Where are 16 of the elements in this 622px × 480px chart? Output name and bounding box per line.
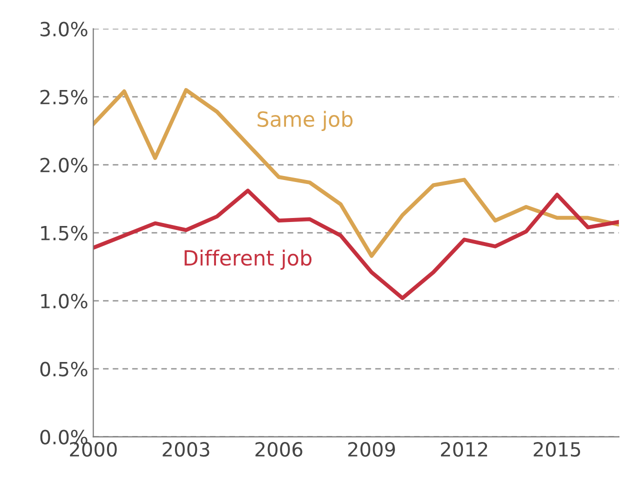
series-label: Different job bbox=[184, 250, 312, 270]
y-tick-label: 1.5% bbox=[41, 226, 88, 240]
series-label: Same job bbox=[258, 110, 353, 132]
y-tick-label: 2.0% bbox=[40, 158, 88, 172]
y-tick-label: 3.0% bbox=[40, 22, 88, 36]
x-tick-label: 2000 bbox=[70, 442, 117, 457]
y-tick-label: 0.5% bbox=[40, 362, 88, 376]
x-tick-label: 2006 bbox=[255, 442, 302, 457]
x-tick-label: 2012 bbox=[440, 442, 488, 457]
y-tick-label: 2.5% bbox=[40, 90, 88, 104]
x-tick-label: 2015 bbox=[534, 442, 580, 457]
x-tick-label: 2003 bbox=[162, 442, 210, 457]
y-tick-label: 1.0% bbox=[41, 294, 88, 308]
y-tick-label: 0.0% bbox=[40, 430, 88, 444]
x-tick-label: 2009 bbox=[348, 442, 395, 457]
line-series bbox=[93, 188, 619, 300]
